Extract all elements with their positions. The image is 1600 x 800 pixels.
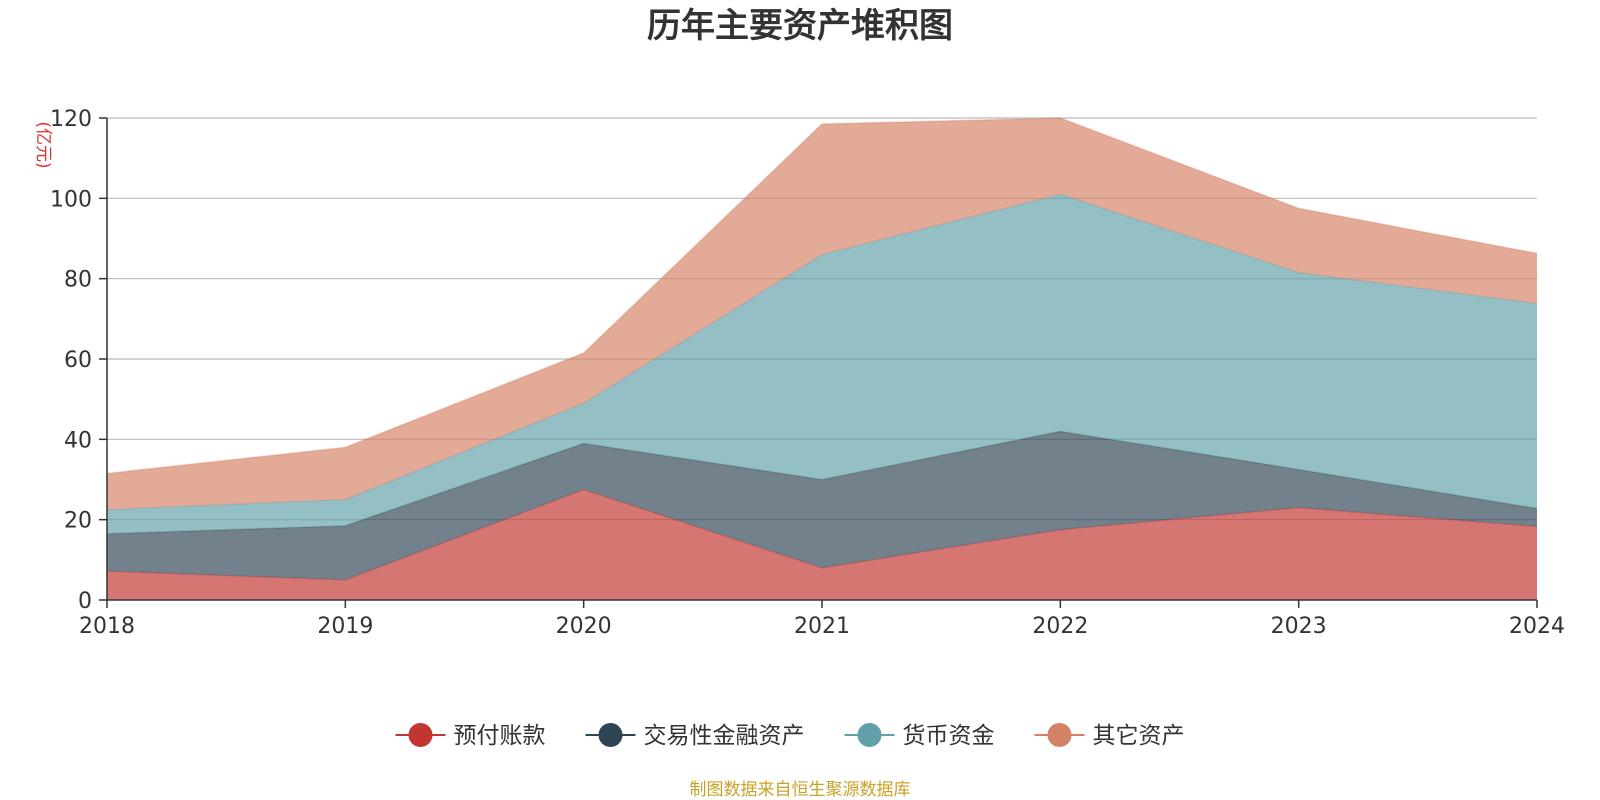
data-source-note: 制图数据来自恒生聚源数据库 bbox=[690, 780, 911, 800]
legend-circle-marker bbox=[857, 723, 882, 747]
y-tick-label: 120 bbox=[50, 107, 92, 132]
x-tick-label: 2023 bbox=[1271, 614, 1327, 639]
y-tick-label: 20 bbox=[64, 509, 92, 534]
x-tick-label: 2018 bbox=[79, 614, 135, 639]
x-tick-label: 2019 bbox=[317, 614, 373, 639]
area-series-1[interactable] bbox=[107, 431, 1537, 580]
x-tick-label: 2022 bbox=[1032, 614, 1088, 639]
y-tick-label: 60 bbox=[64, 348, 92, 373]
series-areas bbox=[106, 117, 1538, 601]
y-tick-label: 100 bbox=[50, 187, 92, 212]
chart-title: 历年主要资产堆积图 bbox=[647, 6, 953, 46]
area-series-2[interactable] bbox=[107, 194, 1537, 534]
legend[interactable]: 预付账款 交易性金融资产 货币资金 其它资产 bbox=[395, 723, 1185, 749]
legend-circle-marker bbox=[408, 723, 433, 747]
legend-circle-marker bbox=[598, 723, 623, 747]
legend-item-3[interactable]: 其它资产 bbox=[1034, 723, 1185, 749]
legend-label: 交易性金融资产 bbox=[644, 723, 805, 749]
legend-circle-marker bbox=[1047, 723, 1072, 747]
x-tick-label: 2024 bbox=[1509, 614, 1565, 639]
y-tick-labels: 0 20 40 60 80 100 120 bbox=[50, 107, 107, 614]
area-series-line-3 bbox=[106, 117, 1538, 475]
legend-label: 其它资产 bbox=[1093, 723, 1185, 749]
legend-label: 货币资金 bbox=[903, 723, 995, 749]
x-tick-label: 2020 bbox=[556, 614, 612, 639]
legend-item-2[interactable]: 货币资金 bbox=[844, 723, 995, 749]
x-tick-labels: 2018 2019 2020 2021 2022 2023 2024 bbox=[79, 600, 1565, 639]
legend-label: 预付账款 bbox=[454, 723, 546, 749]
legend-item-1[interactable]: 交易性金融资产 bbox=[585, 723, 805, 749]
y-tick-label: 0 bbox=[78, 589, 92, 614]
y-axis-unit-label: (亿元) bbox=[33, 121, 53, 168]
area-series-3[interactable] bbox=[107, 118, 1537, 510]
y-tick-label: 80 bbox=[64, 268, 92, 293]
x-tick-label: 2021 bbox=[794, 614, 850, 639]
y-tick-label: 40 bbox=[64, 428, 92, 453]
legend-item-0[interactable]: 预付账款 bbox=[395, 723, 546, 749]
area-series-0[interactable] bbox=[107, 489, 1537, 601]
